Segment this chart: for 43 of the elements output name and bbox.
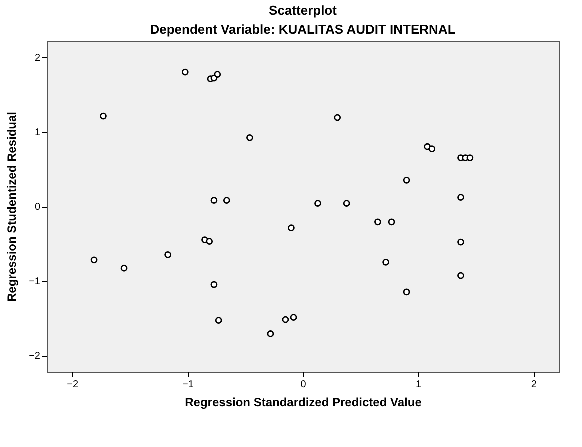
y-tick-label: −1 xyxy=(29,276,41,288)
point xyxy=(403,288,410,296)
point xyxy=(403,176,410,184)
point xyxy=(428,146,436,153)
point xyxy=(100,112,107,120)
y-tick-label: 0 xyxy=(34,202,41,213)
point xyxy=(223,197,230,204)
x-tick-label: −1 xyxy=(182,380,194,390)
y-tick-label: −2 xyxy=(29,351,41,362)
point xyxy=(90,256,98,264)
x-tick-label: 2 xyxy=(531,380,538,390)
point xyxy=(466,154,474,162)
x-tick-label: 1 xyxy=(416,380,422,390)
point xyxy=(206,238,214,245)
point xyxy=(120,264,128,272)
chart-title: Scatterplot xyxy=(269,3,338,18)
point xyxy=(210,197,218,204)
point xyxy=(458,238,464,246)
x-axis-title: Regression Standardized Predicted Value xyxy=(185,396,422,410)
point xyxy=(388,218,396,226)
point xyxy=(458,272,464,280)
point xyxy=(458,194,464,201)
point xyxy=(282,316,290,324)
point xyxy=(290,314,298,322)
point xyxy=(334,114,342,122)
point xyxy=(210,281,218,288)
point xyxy=(374,218,382,226)
x-tick-label: 0 xyxy=(300,380,307,390)
x-tick-label: −2 xyxy=(67,380,80,390)
point xyxy=(288,224,295,232)
point xyxy=(215,317,222,324)
point xyxy=(343,200,350,207)
point xyxy=(182,68,189,76)
y-tick-label: 2 xyxy=(34,52,41,64)
point xyxy=(382,258,390,266)
point xyxy=(246,134,254,142)
y-tick-label: 1 xyxy=(34,127,41,138)
y-axis-title: Regression Studentized Residual xyxy=(5,112,20,302)
point xyxy=(164,252,172,258)
point xyxy=(314,200,322,207)
point xyxy=(214,71,222,78)
chart-subtitle: Dependent Variable: KUALITAS AUDIT INTERNAL xyxy=(150,22,456,37)
point xyxy=(267,330,274,338)
